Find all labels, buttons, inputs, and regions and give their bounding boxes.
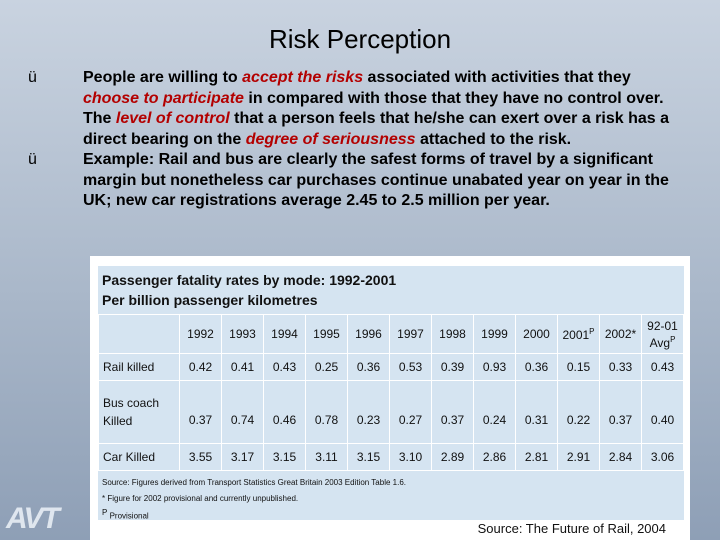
table-cell: 2.84 xyxy=(599,443,642,471)
table-cell: 2.81 xyxy=(515,443,558,471)
year-header: 2002* xyxy=(599,314,642,354)
bullet-text: that a person feels that he/she can exer… xyxy=(83,110,669,148)
table-cell: 0.74 xyxy=(221,380,264,444)
table-cell: 0.37 xyxy=(599,380,642,444)
table-cell: 0.36 xyxy=(515,353,558,381)
table-cell: 2.91 xyxy=(557,443,600,471)
table-cell: 0.33 xyxy=(599,353,642,381)
image-source-caption: Source: The Future of Rail, 2004 xyxy=(477,521,666,536)
table-cell: 0.40 xyxy=(641,380,684,444)
table-cell: 3.17 xyxy=(221,443,264,471)
table-cell: 0.46 xyxy=(263,380,306,444)
header-blank-cell xyxy=(98,314,180,354)
table-cell: 0.15 xyxy=(557,353,600,381)
bullet-risk-perception: ü People are willing to accept the risks… xyxy=(28,68,688,150)
fatality-table-panel: Passenger fatality rates by mode: 1992-2… xyxy=(98,266,684,521)
checkmark-icon: ü xyxy=(28,69,37,86)
bullet-text: in compared with those that they have no… xyxy=(83,89,664,128)
highlight-level-control: level of control xyxy=(115,110,230,127)
table-cell: 2.86 xyxy=(473,443,516,471)
fatality-table-image: Passenger fatality rates by mode: 1992-2… xyxy=(90,256,690,540)
bullet-list: ü People are willing to accept the risks… xyxy=(28,68,688,212)
row-label: Rail killed xyxy=(98,353,180,381)
table-cell: 0.93 xyxy=(473,353,516,381)
table-cell: 0.23 xyxy=(347,380,390,444)
table-cell: 0.42 xyxy=(179,353,222,381)
table-cell: 0.39 xyxy=(431,353,474,381)
slide-title: Risk Perception xyxy=(268,24,452,54)
year-header: 1994 xyxy=(263,314,306,354)
checkmark-icon: ü xyxy=(28,151,37,168)
year-header-avg: 92-01 AvgP xyxy=(641,314,684,354)
highlight-accept-risks: accept the risks xyxy=(242,69,364,86)
avt-logo: AVT xyxy=(6,502,60,535)
year-header: 1997 xyxy=(389,314,432,354)
table-cell: 0.43 xyxy=(641,353,684,381)
table-cell: 0.22 xyxy=(557,380,600,444)
table-footnote-provisional: * Figure for 2002 provisional and curren… xyxy=(102,494,299,503)
year-header: 1995 xyxy=(305,314,348,354)
table-cell: 0.43 xyxy=(263,353,306,381)
bullet-example: ü Example: Rail and bus are clearly the … xyxy=(28,150,688,212)
year-header: 1992 xyxy=(179,314,222,354)
table-cell: 0.31 xyxy=(515,380,558,444)
year-header: 1993 xyxy=(221,314,264,354)
table-cell: 3.11 xyxy=(305,443,348,471)
year-header: 2000 xyxy=(515,314,558,354)
table-footnote-p: P Provisional xyxy=(102,508,149,521)
table-cell: 0.53 xyxy=(389,353,432,381)
table-cell: 0.37 xyxy=(431,380,474,444)
table-row-car: Car Killed 3.55 3.17 3.15 3.11 3.15 3.10… xyxy=(98,443,684,471)
table-cell: 3.55 xyxy=(179,443,222,471)
table-footnote-source: Source: Figures derived from Transport S… xyxy=(102,478,406,487)
table-cell: 0.24 xyxy=(473,380,516,444)
table-cell: 0.41 xyxy=(221,353,264,381)
table-row-rail: Rail killed 0.42 0.41 0.43 0.25 0.36 0.5… xyxy=(98,353,684,381)
table-cell: 2.89 xyxy=(431,443,474,471)
year-header: 1998 xyxy=(431,314,474,354)
table-row-bus: Bus coach Killed 0.37 0.74 0.46 0.78 0.23… xyxy=(98,380,684,444)
row-label: Car Killed xyxy=(98,443,180,471)
table-cell: 3.10 xyxy=(389,443,432,471)
year-header: 1996 xyxy=(347,314,390,354)
bullet-text: People are willing to xyxy=(83,69,243,86)
table-subheading: Per billion passenger kilometres xyxy=(102,292,318,308)
year-header: 1999 xyxy=(473,314,516,354)
highlight-degree-seriousness: degree of seriousness xyxy=(245,130,416,148)
year-header: 2001P xyxy=(557,314,600,354)
table-cell: 3.15 xyxy=(347,443,390,471)
table-header-row: 1992 1993 1994 1995 1996 1997 1998 1999 … xyxy=(98,314,684,354)
table-cell: 0.37 xyxy=(179,380,222,444)
bullet-text: Example: Rail and bus are clearly the sa… xyxy=(83,151,669,209)
table-heading: Passenger fatality rates by mode: 1992-2… xyxy=(102,272,397,288)
fatality-table: 1992 1993 1994 1995 1996 1997 1998 1999 … xyxy=(98,314,684,471)
highlight-choose-participate: choose to participate xyxy=(83,89,244,107)
bullet-text: associated with activities that they xyxy=(363,69,631,86)
table-cell: 3.06 xyxy=(641,443,684,471)
table-cell: 3.15 xyxy=(263,443,306,471)
bullet-text: attached to the risk. xyxy=(415,130,572,148)
row-label: Bus coach Killed xyxy=(98,380,180,444)
table-cell: 0.36 xyxy=(347,353,390,381)
table-cell: 0.27 xyxy=(389,380,432,444)
table-cell: 0.78 xyxy=(305,380,348,444)
table-cell: 0.25 xyxy=(305,353,348,381)
